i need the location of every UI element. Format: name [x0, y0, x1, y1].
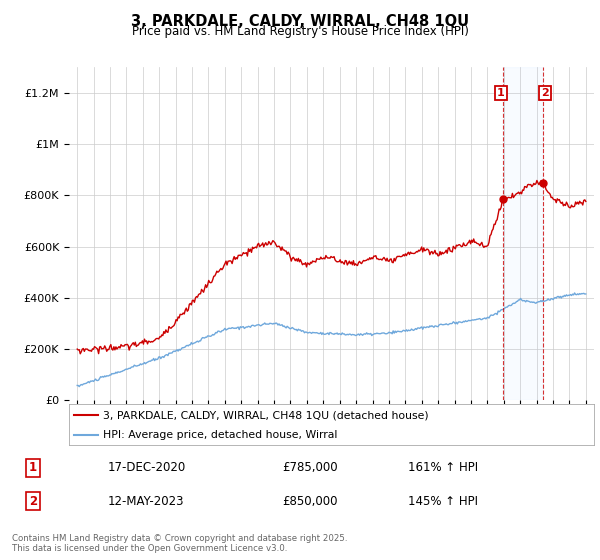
Text: 3, PARKDALE, CALDY, WIRRAL, CH48 1QU (detached house): 3, PARKDALE, CALDY, WIRRAL, CH48 1QU (de… — [103, 410, 429, 421]
Text: 2: 2 — [29, 494, 37, 508]
Text: 1: 1 — [29, 461, 37, 474]
Text: 2: 2 — [541, 88, 549, 97]
Text: £785,000: £785,000 — [282, 461, 338, 474]
Text: 3, PARKDALE, CALDY, WIRRAL, CH48 1QU: 3, PARKDALE, CALDY, WIRRAL, CH48 1QU — [131, 14, 469, 29]
Text: 17-DEC-2020: 17-DEC-2020 — [108, 461, 186, 474]
Text: HPI: Average price, detached house, Wirral: HPI: Average price, detached house, Wirr… — [103, 430, 337, 440]
Bar — [503, 67, 542, 400]
Text: Price paid vs. HM Land Registry's House Price Index (HPI): Price paid vs. HM Land Registry's House … — [131, 25, 469, 38]
Text: 161% ↑ HPI: 161% ↑ HPI — [408, 461, 478, 474]
Text: £850,000: £850,000 — [282, 494, 337, 508]
Text: 12-MAY-2023: 12-MAY-2023 — [108, 494, 185, 508]
Text: 145% ↑ HPI: 145% ↑ HPI — [408, 494, 478, 508]
Text: 1: 1 — [497, 88, 505, 97]
Text: Contains HM Land Registry data © Crown copyright and database right 2025.
This d: Contains HM Land Registry data © Crown c… — [12, 534, 347, 553]
